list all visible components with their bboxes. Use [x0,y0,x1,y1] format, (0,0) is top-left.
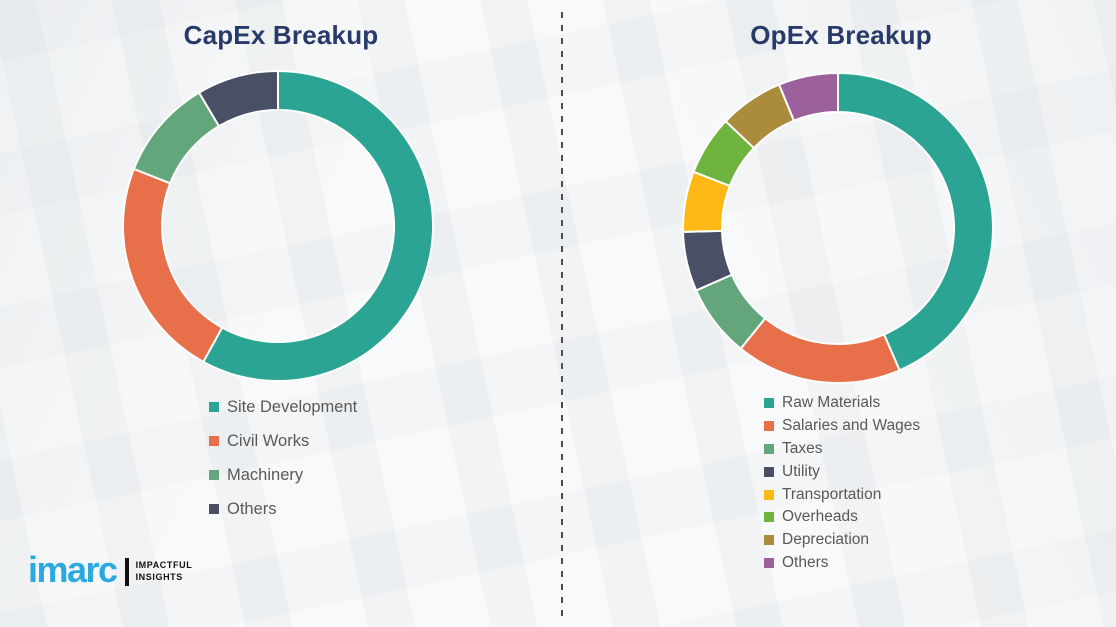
legend-item-raw-materials: Raw Materials [764,392,920,415]
legend-swatch-icon [764,398,774,409]
donut-segment-others [778,72,839,122]
legend-swatch-icon [209,470,219,480]
capex-legend: Site Development Civil Works Machinery Othe… [209,390,357,526]
legend-swatch-icon [764,443,774,454]
legend-item-civil-works: Civil Works [209,424,357,458]
donut-segment-raw-materials [837,72,994,372]
legend-label: Overheads [782,508,858,526]
legend-item-depreciation: Depreciation [764,529,920,552]
imarc-logo-divider-bar [124,558,129,586]
donut-segment-others [198,70,279,128]
imarc-tagline-line1: IMPACTFUL [135,560,193,571]
imarc-tagline-line2: INSIGHTS [135,572,183,582]
donut-segment-civil-works [122,167,224,363]
capex-title: CapEx Breakup [183,20,379,50]
legend-item-utility: Utility [764,460,920,483]
opex-title: OpEx Breakup [750,20,932,50]
legend-item-taxes: Taxes [764,438,920,461]
legend-item-machinery: Machinery [209,458,357,492]
legend-label: Site Development [227,397,358,416]
legend-label: Machinery [227,465,304,484]
legend-swatch-icon [764,535,774,546]
legend-swatch-icon [764,489,774,500]
legend-swatch-icon [209,402,219,412]
legend-item-others: Others [209,492,357,526]
legend-label: Others [227,499,277,518]
imarc-logo-wordmark: imarc [28,549,118,590]
opex-donut-chart [681,71,995,385]
imarc-logo: imarc IMPACTFUL INSIGHTS [28,552,192,592]
legend-swatch-icon [764,466,774,477]
legend-item-salaries-and-wages: Salaries and Wages [764,415,920,438]
legend-item-site-development: Site Development [209,390,357,424]
legend-swatch-icon [764,557,774,568]
legend-swatch-icon [209,436,219,446]
legend-label: Depreciation [782,531,870,549]
legend-label: Raw Materials [782,394,881,412]
donut-segment-salaries-and-wages [739,317,901,384]
legend-item-transportation: Transportation [764,483,920,506]
legend-label: Transportation [782,485,882,503]
capex-donut-chart [121,69,435,383]
divider-dashed-line [561,12,563,616]
legend-label: Others [782,553,829,571]
legend-label: Taxes [782,439,823,457]
legend-item-overheads: Overheads [764,506,920,529]
capex-panel: CapEx Breakup Site Development Civil Work… [121,20,435,526]
legend-label: Salaries and Wages [782,417,921,435]
imarc-logo-tagline: IMPACTFUL INSIGHTS [136,560,193,583]
donut-segment-site-development [202,70,434,382]
legend-swatch-icon [209,504,219,514]
legend-swatch-icon [764,512,774,523]
opex-panel: OpEx Breakup Raw Materials Salaries and W… [566,0,1116,627]
legend-label: Utility [782,462,820,480]
legend-swatch-icon [764,421,774,432]
legend-label: Civil Works [227,431,310,450]
legend-item-others: Others [764,552,920,575]
opex-legend: Raw Materials Salaries and Wages Taxes Util… [764,392,920,574]
